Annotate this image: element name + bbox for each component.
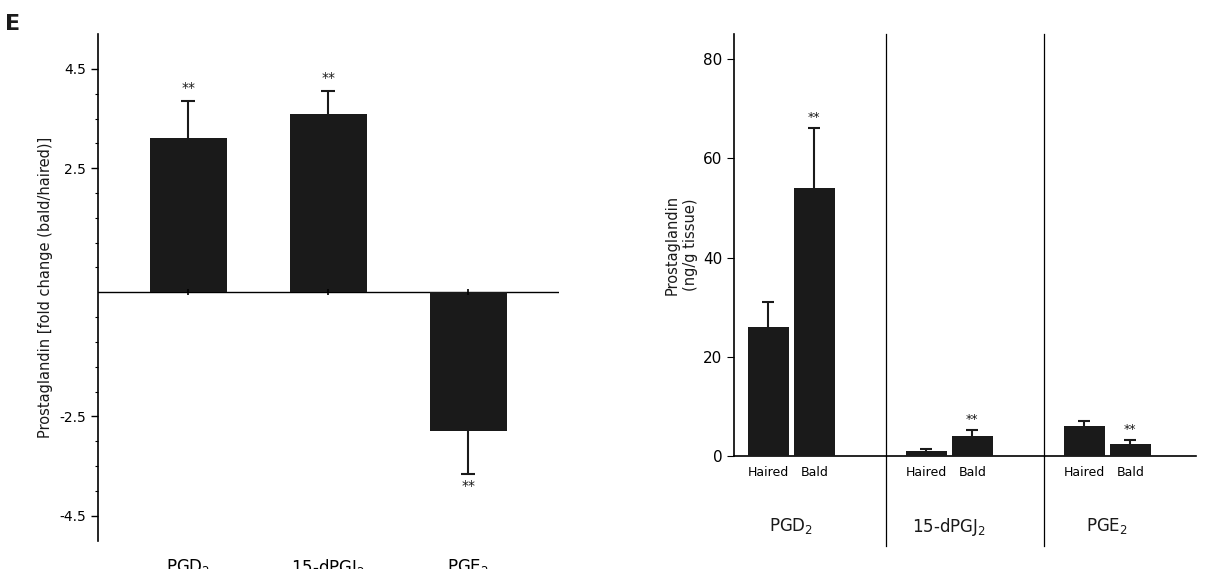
Text: 15-dPGJ$_2$: 15-dPGJ$_2$ xyxy=(913,516,986,538)
Bar xyxy=(794,188,834,456)
Text: PGE$_2$: PGE$_2$ xyxy=(1086,516,1128,536)
Bar xyxy=(748,327,788,456)
Y-axis label: Prostaglandin [fold change (bald/haired)]: Prostaglandin [fold change (bald/haired)… xyxy=(39,137,54,438)
Bar xyxy=(429,292,506,431)
Bar xyxy=(150,138,227,292)
Text: **: ** xyxy=(966,413,978,426)
Text: **: ** xyxy=(1124,423,1137,436)
Bar xyxy=(290,114,367,292)
Bar xyxy=(1110,444,1150,456)
Text: **: ** xyxy=(182,81,195,95)
Bar xyxy=(905,451,947,456)
Text: **: ** xyxy=(808,112,821,125)
Text: E: E xyxy=(5,14,21,34)
Y-axis label: Prostaglandin
(ng/g tissue): Prostaglandin (ng/g tissue) xyxy=(665,195,698,295)
Text: PGD$_2$: PGD$_2$ xyxy=(769,516,814,536)
Bar xyxy=(952,436,993,456)
Bar xyxy=(1064,426,1104,456)
Text: **: ** xyxy=(321,71,336,85)
Text: **: ** xyxy=(461,480,475,493)
